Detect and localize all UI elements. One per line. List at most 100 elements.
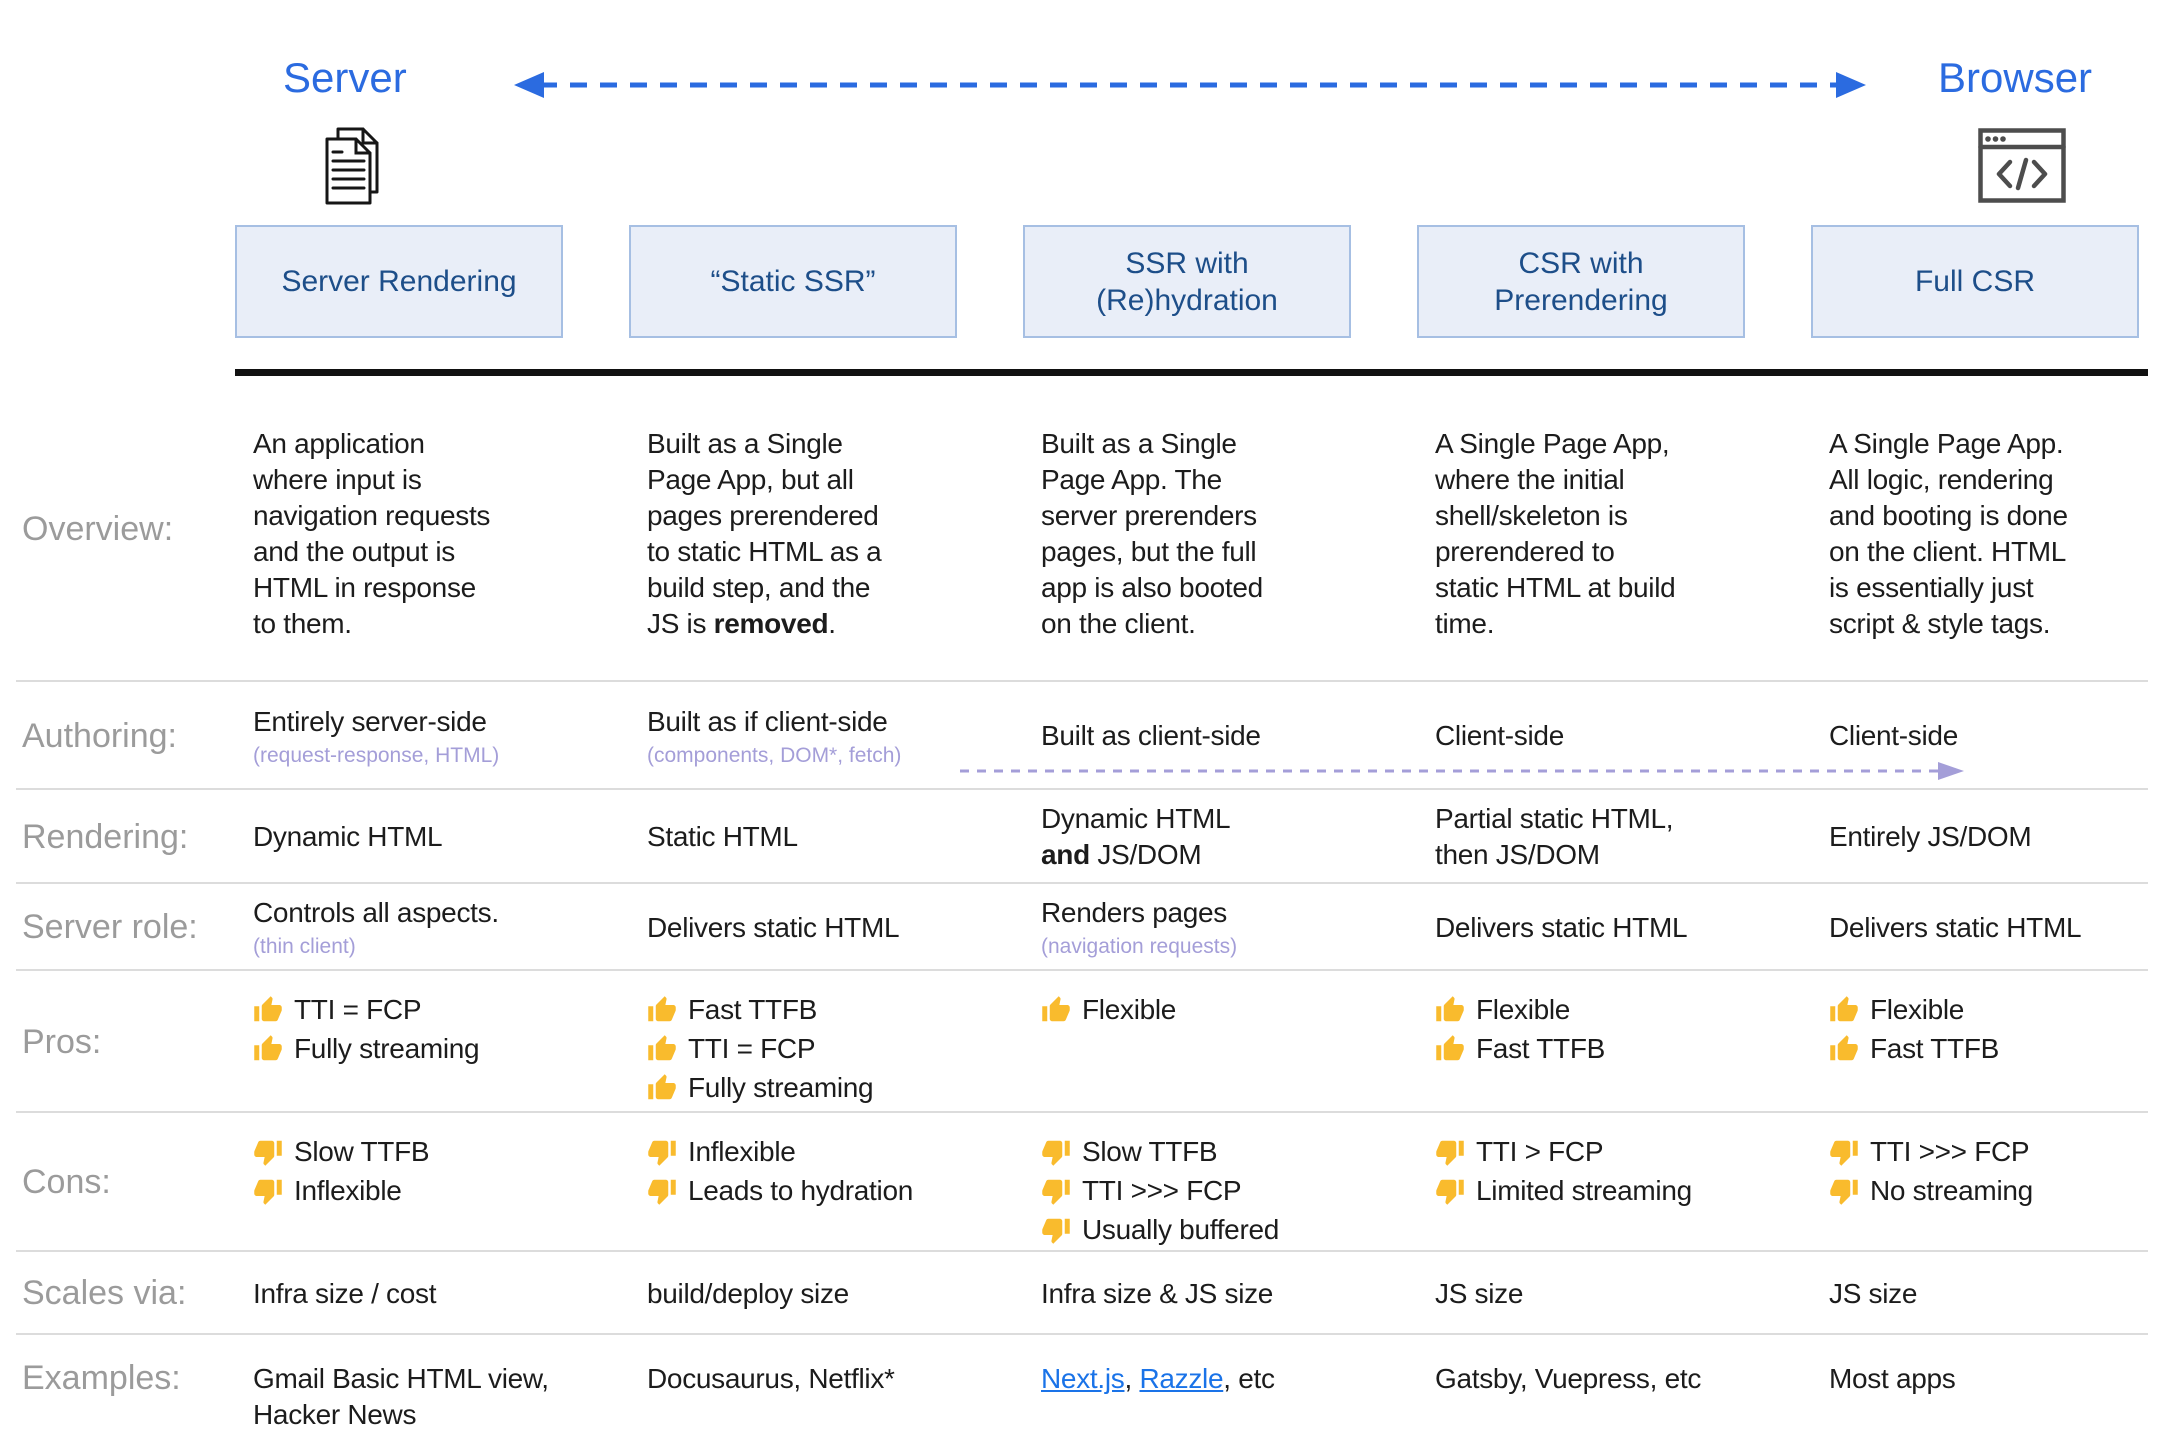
header-spacer xyxy=(0,225,235,338)
pro-item: Fully streaming xyxy=(253,1032,629,1066)
thumb-down-icon xyxy=(1042,1218,1070,1244)
cell-text: An application where input is navigation… xyxy=(253,428,491,639)
cell-text: Delivers static HTML xyxy=(1829,911,2082,943)
row-label-server-role: Server role: xyxy=(22,908,198,946)
table-row-examples: Examples: Gmail Basic HTML view, Hacker N… xyxy=(0,1335,2164,1455)
thumb-up-icon xyxy=(648,996,676,1022)
cell-pros-col5: Flexible Fast TTFB xyxy=(1811,971,2164,1113)
cell-text: build/deploy size xyxy=(647,1277,849,1309)
column-headers: Server Rendering “Static SSR” SSR with (Re… xyxy=(0,225,2164,338)
column-header-full-csr: Full CSR xyxy=(1811,225,2139,338)
thumb-up-icon xyxy=(1436,996,1464,1022)
pc-label: Fully streaming xyxy=(294,1033,480,1064)
column: Full CSR xyxy=(1811,225,2164,338)
con-item: TTI > FCP xyxy=(1435,1135,1811,1169)
cell-examples-col1: Gmail Basic HTML view, Hacker News xyxy=(235,1335,629,1455)
cell-text: A Single Page App, where the initial she… xyxy=(1435,428,1676,639)
cell-text: Docusaurus, Netflix* xyxy=(647,1363,895,1394)
cell-subnote: (thin client) xyxy=(253,935,356,958)
cell-text: JS size xyxy=(1435,1277,1524,1309)
row-label-authoring: Authoring: xyxy=(22,716,177,755)
cell-rendering-col5: Entirely JS/DOM xyxy=(1811,790,2164,884)
cell-server-role-col5: Delivers static HTML xyxy=(1811,884,2164,971)
cell-server-role-col3: Renders pages (navigation requests) xyxy=(1023,884,1417,971)
table-row-rendering: Rendering: Dynamic HTML Static HTML Dynamic… xyxy=(0,790,2164,884)
cell-text: Built as client-side xyxy=(1041,720,1261,751)
cell-overview-col4: A Single Page App, where the initial she… xyxy=(1417,376,1811,682)
thumb-up-icon xyxy=(1436,1035,1464,1061)
pro-item: Fully streaming xyxy=(647,1071,1023,1105)
con-item: Usually buffered xyxy=(1041,1213,1417,1247)
cell-server-role-col1: Controls all aspects. (thin client) xyxy=(235,884,629,971)
cell-authoring-col4: Client-side xyxy=(1417,682,1811,790)
cell-overview-col5: A Single Page App. All logic, rendering … xyxy=(1811,376,2164,682)
thumb-up-icon xyxy=(1042,996,1070,1022)
cell-text: Built as a Single Page App, but all page… xyxy=(647,428,882,639)
pc-label: Flexible xyxy=(1870,994,1965,1025)
cell-scales-via-col3: Infra size & JS size xyxy=(1023,1252,1417,1335)
row-label-overview: Overview: xyxy=(22,509,174,548)
cell-text: Gatsby, Vuepress, etc xyxy=(1435,1363,1702,1394)
table-row-scales-via: Scales via: Infra size / cost build/deploy… xyxy=(0,1252,2164,1335)
row-label-pros: Pros: xyxy=(22,1022,102,1061)
cell-text: Delivers static HTML xyxy=(1435,911,1688,943)
column: “Static SSR” xyxy=(629,225,1023,338)
thumb-up-icon xyxy=(1830,1035,1858,1061)
thumb-down-icon xyxy=(1830,1140,1858,1166)
pc-label: No streaming xyxy=(1870,1175,2033,1206)
thumb-down-icon xyxy=(1436,1140,1464,1166)
table-row-pros: Pros: TTI = FCP Fully streaming Fast TTF… xyxy=(0,971,2164,1113)
client-side-dashed-arrow xyxy=(960,762,1964,780)
column-header-static-ssr: “Static SSR” xyxy=(629,225,957,338)
thumb-down-icon xyxy=(254,1179,282,1205)
cell-rendering-col3: Dynamic HTML and JS/DOM xyxy=(1023,790,1417,884)
cell-authoring-col3: Built as client-side xyxy=(1023,682,1417,790)
pc-label: TTI > FCP xyxy=(1476,1136,1604,1167)
cell-text: Client-side xyxy=(1829,720,1958,751)
thumb-up-icon xyxy=(254,1035,282,1061)
thumb-down-icon xyxy=(648,1140,676,1166)
cell-text: Gmail Basic HTML view, Hacker News xyxy=(253,1363,549,1430)
server-browser-spectrum: Server Browser xyxy=(0,0,2164,225)
pro-item: Fast TTFB xyxy=(1829,1032,2164,1066)
cell-text: Partial static HTML, then JS/DOM xyxy=(1435,803,1674,870)
cell-text: Dynamic HTML xyxy=(253,821,443,852)
row-label-rendering: Rendering: xyxy=(22,817,189,856)
pc-label: TTI >>> FCP xyxy=(1082,1175,1242,1206)
pc-label: TTI = FCP xyxy=(688,1033,816,1064)
cell-text: JS size xyxy=(1829,1277,1918,1309)
thumb-up-icon xyxy=(648,1035,676,1061)
pc-label: Fully streaming xyxy=(688,1072,874,1103)
cell-server-role-col4: Delivers static HTML xyxy=(1417,884,1811,971)
header-divider-rule xyxy=(235,369,2148,376)
cell-text: Controls all aspects. xyxy=(253,897,499,928)
cell-text: Built as a Single Page App. The server p… xyxy=(1041,428,1263,639)
cell-text: Infra size / cost xyxy=(253,1277,437,1309)
cell-overview-col1: An application where input is navigation… xyxy=(235,376,629,682)
next-js-link[interactable]: Next.js xyxy=(1041,1363,1125,1394)
pc-label: Slow TTFB xyxy=(294,1136,430,1167)
server-browser-dashed-arrow xyxy=(514,72,1866,98)
cell-server-role-col2: Delivers static HTML xyxy=(629,884,1023,971)
cell-text: Built as if client-side xyxy=(647,705,888,737)
cell-examples-col5: Most apps xyxy=(1811,1335,2164,1455)
pro-item: Flexible xyxy=(1435,993,1811,1027)
cell-cons-col4: TTI > FCP Limited streaming xyxy=(1417,1113,1811,1252)
pc-label: Leads to hydration xyxy=(688,1175,913,1206)
cell-text: A Single Page App. All logic, rendering … xyxy=(1829,428,2068,639)
column: Server Rendering xyxy=(235,225,629,338)
thumb-down-icon xyxy=(254,1140,282,1166)
cell-scales-via-col2: build/deploy size xyxy=(629,1252,1023,1335)
cell-text: Static HTML xyxy=(647,821,798,852)
con-item: Slow TTFB xyxy=(1041,1135,1417,1169)
cell-rendering-col1: Dynamic HTML xyxy=(235,790,629,884)
cell-cons-col3: Slow TTFB TTI >>> FCP Usually buffered xyxy=(1023,1113,1417,1252)
pro-item: TTI = FCP xyxy=(253,993,629,1027)
con-item: Leads to hydration xyxy=(647,1174,1023,1208)
razzle-link[interactable]: Razzle xyxy=(1139,1363,1224,1394)
con-item: No streaming xyxy=(1829,1174,2164,1208)
cell-authoring-col2: Built as if client-side (components, DOM*… xyxy=(629,682,1023,790)
pc-label: Inflexible xyxy=(294,1175,402,1206)
thumb-down-icon xyxy=(1042,1179,1070,1205)
pc-label: Inflexible xyxy=(688,1136,796,1167)
